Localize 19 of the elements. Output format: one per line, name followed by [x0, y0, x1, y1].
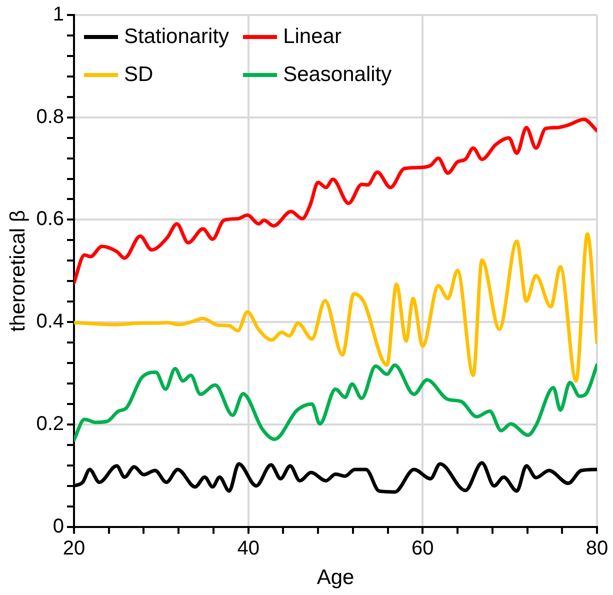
- x-tick-label: 60: [412, 537, 434, 560]
- y-tick-label: 0.2: [36, 412, 64, 435]
- x-tick-label: 20: [62, 537, 86, 560]
- x-axis-title: Age: [316, 566, 354, 590]
- legend-label: SD: [124, 63, 154, 87]
- x-tick-label: 40: [237, 537, 260, 560]
- legend-label: Seasonality: [283, 63, 392, 87]
- y-tick-label: 1: [52, 4, 64, 26]
- x-tick-label: 80: [586, 537, 608, 560]
- y-tick-label: 0.4: [36, 310, 64, 333]
- y-tick-label: 0.8: [36, 106, 64, 128]
- legend-label: Stationarity: [124, 25, 230, 49]
- y-tick-label: 0.6: [36, 208, 64, 230]
- y-tick-label: 0: [52, 515, 64, 538]
- line-series: [74, 232, 597, 383]
- y-axis-title: theroretical β: [6, 210, 30, 332]
- legend-label: Linear: [283, 25, 342, 49]
- line-series: [74, 363, 597, 442]
- line-series: [74, 118, 597, 284]
